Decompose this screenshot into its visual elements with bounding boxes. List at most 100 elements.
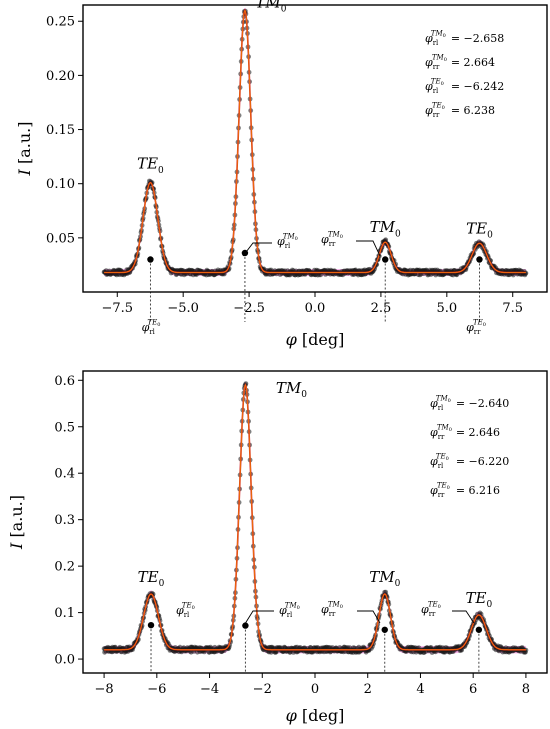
x-tick-label: 0.0 [305,301,326,316]
fit-line-top [104,8,526,274]
confidence-band [104,7,526,276]
svg-text:= 2.664: = 2.664 [451,56,495,69]
y-tick-label: 0.2 [54,560,75,575]
y-axis-label: I [a.u.] [7,495,26,550]
x-tick-label: −6 [147,682,166,697]
data-points-top [101,8,529,278]
marker-leader [242,242,272,257]
marker-leader [452,610,475,624]
peak-marker [147,621,155,629]
svg-text:φrrTM0: φrrTM0 [430,424,452,441]
marker-label: φrlTE0 [142,319,161,336]
y-tick-label: 0.4 [54,467,75,482]
svg-text:φrlTM0: φrlTM0 [430,395,451,412]
marker-label: φrrTM0 [321,601,343,618]
peak-marker [381,626,388,633]
y-tick-label: 0.3 [54,513,75,528]
svg-text:φrrTE0: φrrTE0 [430,482,450,499]
annotation-text: φrlTE0 = −6.220 [430,453,509,470]
fit-line-inner [104,383,526,651]
annotation-text: φrrTM0 = 2.646 [430,424,500,441]
annotation-text: φrrTE0 = 6.216 [430,482,500,499]
annotation-text: φrlTE0 = −6.242 [425,78,504,95]
peak-marker [242,622,249,629]
axes-bottom: −8 −6 −4 −2 0 2 4 6 8 0.0 0.1 0.2 0.3 0.4 0.5 0.6 φ [deg… [7,370,548,725]
annotation-text: φrlTM0 = −2.658 [425,30,504,47]
peak-marker [476,256,483,263]
svg-text:= −6.242: = −6.242 [451,80,504,93]
y-tick-label: 0.10 [46,177,75,192]
annotation-text: φrrTM0 = 2.664 [425,54,495,71]
fit-line-bottom [104,382,526,651]
peak-label: TE0 [138,568,165,589]
chart-top: −7.5 −5.0 −2.5 0.0 2.5 5.0 7.5 0.05 0.10 0.15 0.20… [15,0,548,349]
confidence-band-top [104,7,526,276]
annotation-text: φrlTM0 = −2.640 [430,395,509,412]
svg-text:= −2.640: = −2.640 [456,397,509,410]
svg-text:φrlTE0: φrlTE0 [430,453,449,470]
svg-text:= 6.238: = 6.238 [451,104,495,117]
y-tick-label: 0.15 [46,123,75,138]
x-tick-label: −7.5 [101,301,133,316]
x-tick-label: −2.5 [233,301,265,316]
x-tick-label: 4 [416,682,424,697]
x-tick-label: −2 [253,682,272,697]
peak-marker [475,626,483,633]
svg-text:= 6.216: = 6.216 [456,484,500,497]
y-tick-label: 0.5 [54,420,75,435]
svg-text:φrrTE0: φrrTE0 [425,102,445,119]
labels-top: TE0 φrlTE0 TM0 φrlTM0 TM0 φrrTM0 TE0 φrrTE0 φrlT… [137,0,504,336]
marker-label: φrrTM0 [321,231,343,248]
confidence-band-bottom [104,381,526,654]
svg-text:= 2.646: = 2.646 [456,426,500,439]
axes-top: −7.5 −5.0 −2.5 0.0 2.5 5.0 7.5 0.05 0.10 0.15 0.20… [15,4,548,349]
marker-label: φrlTE0 [176,602,195,619]
marker-leader [356,240,381,257]
svg-text:= −2.658: = −2.658 [451,32,504,45]
x-tick-label: 2 [364,682,372,697]
marker-leader [357,610,381,624]
y-tick-label: 0.1 [54,606,75,621]
y-tick-label: 0.6 [54,374,75,389]
peak-guides-top [147,240,483,322]
fit-line [104,382,526,651]
x-tick-label: 5.0 [436,301,457,316]
peak-guides-bottom [147,610,483,673]
x-tick-label: 8 [522,682,530,697]
y-tick-label: 0.0 [54,653,75,668]
peak-label: TM0 [255,0,286,15]
y-tick-label: 0.25 [46,15,75,30]
x-tick-label: 0 [311,682,319,697]
peak-label: TM0 [276,379,307,400]
x-tick-label: −4 [200,682,219,697]
x-tick-label: 6 [469,682,477,697]
peak-marker [147,256,154,263]
peak-label: TE0 [466,589,493,610]
x-axis-label: φ [deg] [286,706,345,725]
marker-label: φrrTE0 [466,319,486,336]
peak-marker [382,256,389,263]
fit-line-inner [104,9,526,273]
marker-label: φrlTM0 [279,602,300,619]
y-tick-label: 0.20 [46,69,75,84]
y-tick-label: 0.05 [46,231,75,246]
peak-label: TM0 [369,568,400,589]
marker-label: φrrTE0 [421,601,441,618]
data-points-bottom [101,381,529,655]
annotation-text: φrrTE0 = 6.238 [425,102,495,119]
svg-text:= −6.220: = −6.220 [456,455,509,468]
marker-label: φrlTM0 [277,233,298,250]
x-tick-label: −5.0 [167,301,199,316]
peak-label: TE0 [137,155,164,176]
peak-label: TM0 [370,218,401,239]
chart-bottom: −8 −6 −4 −2 0 2 4 6 8 0.0 0.1 0.2 0.3 0.4 0.5 0.6 φ [deg… [7,370,548,725]
x-tick-label: −8 [95,682,114,697]
svg-text:φrlTE0: φrlTE0 [425,78,444,95]
x-axis-label: φ [deg] [286,330,345,349]
y-axis-label: I [a.u.] [15,122,34,177]
x-tick-label: 7.5 [502,301,523,316]
x-tick-label: 2.5 [371,301,392,316]
labels-bottom: TE0 φrlTE0 TM0 φrlTM0 TM0 φrrTM0 TE0 φrrTE0 φrlT… [138,379,510,619]
svg-text:φrlTM0: φrlTM0 [425,30,446,47]
confidence-band [104,381,526,654]
